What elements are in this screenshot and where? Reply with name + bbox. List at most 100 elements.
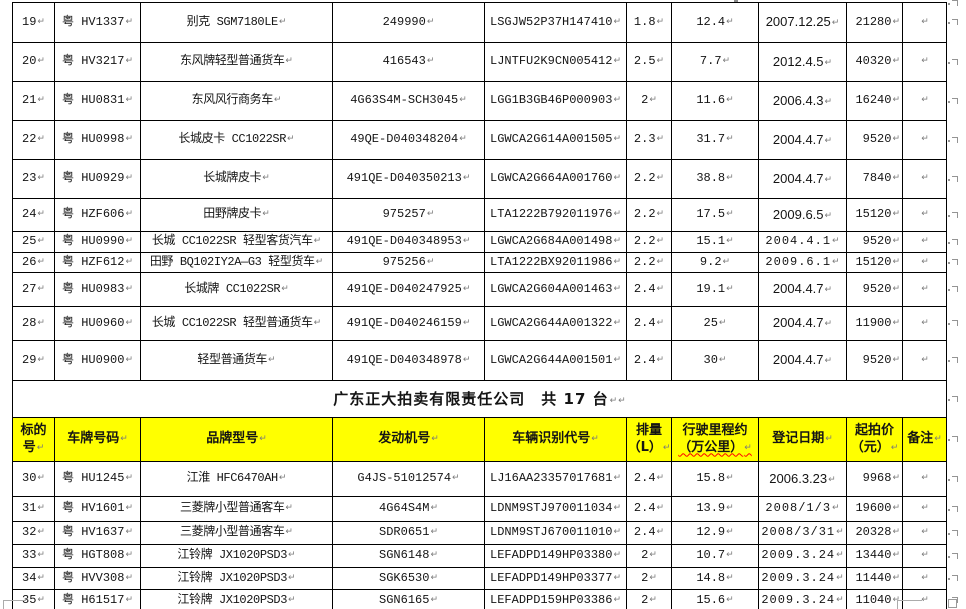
cell-28-plate[interactable]: 粤 HU0960↵ bbox=[54, 306, 141, 341]
cell-22-engine[interactable]: 49QE-D040348204↵ bbox=[332, 120, 485, 160]
cell-20-vin[interactable]: LJNTFU2K9CN005412↵ bbox=[484, 42, 627, 82]
cell-26-remark[interactable]: ↵ bbox=[902, 252, 947, 273]
cell-33-date[interactable]: 2009.3.24↵ bbox=[758, 544, 847, 568]
cell-35-price[interactable]: 11040↵ bbox=[846, 589, 903, 609]
cell-32-vin[interactable]: LDNM9STJ670011010↵ bbox=[484, 521, 627, 545]
cell-19-brand[interactable]: 别克 SGM7180LE↵ bbox=[140, 2, 333, 43]
cell-19-no[interactable]: 19↵ bbox=[12, 2, 55, 43]
cell-32-engine[interactable]: SDR0651↵ bbox=[332, 521, 485, 545]
header-cell-vin[interactable]: 车辆识别代号↵ bbox=[484, 417, 627, 462]
cell-25-no[interactable]: 25↵ bbox=[12, 231, 55, 253]
cell-35-disp[interactable]: 2↵ bbox=[626, 589, 672, 609]
cell-33-no[interactable]: 33↵ bbox=[12, 544, 55, 568]
header-cell-disp[interactable]: 排量 （L）↵ bbox=[626, 417, 672, 462]
cell-34-engine[interactable]: SGK6530↵ bbox=[332, 567, 485, 590]
cell-35-date[interactable]: 2009.3.24↵ bbox=[758, 589, 847, 609]
cell-32-price[interactable]: 20328↵ bbox=[846, 521, 903, 545]
cell-21-disp[interactable]: 2↵ bbox=[626, 81, 672, 121]
cell-28-no[interactable]: 28↵ bbox=[12, 306, 55, 341]
cell-34-mileage[interactable]: 14.8↵ bbox=[671, 567, 759, 590]
cell-31-plate[interactable]: 粤 HV1601↵ bbox=[54, 496, 141, 522]
cell-21-brand[interactable]: 东风风行商务车↵ bbox=[140, 81, 333, 121]
cell-27-engine[interactable]: 491QE-D040247925↵ bbox=[332, 272, 485, 307]
header-cell-price[interactable]: 起拍价 （元）↵ bbox=[846, 417, 903, 462]
cell-31-no[interactable]: 31↵ bbox=[12, 496, 55, 522]
cell-32-date[interactable]: 2008/3/31↵ bbox=[758, 521, 847, 545]
header-cell-mileage[interactable]: 行驶里程约 （万公里）↵ bbox=[671, 417, 759, 462]
cell-28-remark[interactable]: ↵ bbox=[902, 306, 947, 341]
cell-24-remark[interactable]: ↵ bbox=[902, 198, 947, 232]
cell-24-plate[interactable]: 粤 HZF606↵ bbox=[54, 198, 141, 232]
cell-20-price[interactable]: 40320↵ bbox=[846, 42, 903, 82]
cell-19-remark[interactable]: ↵ bbox=[902, 2, 947, 43]
cell-25-remark[interactable]: ↵ bbox=[902, 231, 947, 253]
cell-20-plate[interactable]: 粤 HV3217↵ bbox=[54, 42, 141, 82]
cell-23-mileage[interactable]: 38.8↵ bbox=[671, 159, 759, 199]
cell-26-brand[interactable]: 田野 BQ102IY2A—G3 轻型货车↵ bbox=[140, 252, 333, 273]
cell-24-date[interactable]: 2009.6.5↵ bbox=[758, 198, 847, 232]
cell-21-price[interactable]: 16240↵ bbox=[846, 81, 903, 121]
cell-35-engine[interactable]: SGN6165↵ bbox=[332, 589, 485, 609]
cell-21-remark[interactable]: ↵ bbox=[902, 81, 947, 121]
cell-28-brand[interactable]: 长城 CC1022SR 轻型普通货车↵ bbox=[140, 306, 333, 341]
cell-35-mileage[interactable]: 15.6↵ bbox=[671, 589, 759, 609]
cell-34-disp[interactable]: 2↵ bbox=[626, 567, 672, 590]
cell-23-disp[interactable]: 2.2↵ bbox=[626, 159, 672, 199]
cell-19-plate[interactable]: 粤 HV1337↵ bbox=[54, 2, 141, 43]
cell-22-brand[interactable]: 长城皮卡 CC1022SR↵ bbox=[140, 120, 333, 160]
cell-20-date[interactable]: 2012.4.5↵ bbox=[758, 42, 847, 82]
cell-26-no[interactable]: 26↵ bbox=[12, 252, 55, 273]
cell-28-disp[interactable]: 2.4↵ bbox=[626, 306, 672, 341]
cell-22-vin[interactable]: LGWCA2G614A001505↵ bbox=[484, 120, 627, 160]
cell-31-mileage[interactable]: 13.9↵ bbox=[671, 496, 759, 522]
cell-23-no[interactable]: 23↵ bbox=[12, 159, 55, 199]
cell-20-brand[interactable]: 东风牌轻型普通货车↵ bbox=[140, 42, 333, 82]
cell-22-plate[interactable]: 粤 HU0998↵ bbox=[54, 120, 141, 160]
cell-34-date[interactable]: 2009.3.24↵ bbox=[758, 567, 847, 590]
cell-24-price[interactable]: 15120↵ bbox=[846, 198, 903, 232]
cell-26-engine[interactable]: 975256↵ bbox=[332, 252, 485, 273]
header-cell-engine[interactable]: 发动机号↵ bbox=[332, 417, 485, 462]
cell-22-disp[interactable]: 2.3↵ bbox=[626, 120, 672, 160]
cell-27-price[interactable]: 9520↵ bbox=[846, 272, 903, 307]
cell-31-disp[interactable]: 2.4↵ bbox=[626, 496, 672, 522]
cell-26-mileage[interactable]: 9.2↵ bbox=[671, 252, 759, 273]
cell-23-plate[interactable]: 粤 HU0929↵ bbox=[54, 159, 141, 199]
cell-33-engine[interactable]: SGN6148↵ bbox=[332, 544, 485, 568]
cell-30-plate[interactable]: 粤 HU1245↵ bbox=[54, 461, 141, 497]
cell-29-no[interactable]: 29↵ bbox=[12, 340, 55, 381]
cell-33-plate[interactable]: 粤 HGT808↵ bbox=[54, 544, 141, 568]
cell-20-disp[interactable]: 2.5↵ bbox=[626, 42, 672, 82]
header-cell-plate[interactable]: 车牌号码↵ bbox=[54, 417, 141, 462]
cell-26-disp[interactable]: 2.2↵ bbox=[626, 252, 672, 273]
cell-33-vin[interactable]: LEFADPD149HP03380↵ bbox=[484, 544, 627, 568]
cell-32-disp[interactable]: 2.4↵ bbox=[626, 521, 672, 545]
cell-25-plate[interactable]: 粤 HU0990↵ bbox=[54, 231, 141, 253]
cell-23-remark[interactable]: ↵ bbox=[902, 159, 947, 199]
cell-25-price[interactable]: 9520↵ bbox=[846, 231, 903, 253]
cell-26-plate[interactable]: 粤 HZF612↵ bbox=[54, 252, 141, 273]
cell-20-mileage[interactable]: 7.7↵ bbox=[671, 42, 759, 82]
cell-27-disp[interactable]: 2.4↵ bbox=[626, 272, 672, 307]
cell-22-date[interactable]: 2004.4.7↵ bbox=[758, 120, 847, 160]
cell-22-mileage[interactable]: 31.7↵ bbox=[671, 120, 759, 160]
cell-28-date[interactable]: 2004.4.7↵ bbox=[758, 306, 847, 341]
cell-34-vin[interactable]: LEFADPD149HP03377↵ bbox=[484, 567, 627, 590]
cell-21-no[interactable]: 21↵ bbox=[12, 81, 55, 121]
cell-31-date[interactable]: 2008/1/3↵ bbox=[758, 496, 847, 522]
cell-19-vin[interactable]: LSGJW52P37H147410↵ bbox=[484, 2, 627, 43]
cell-20-engine[interactable]: 416543↵ bbox=[332, 42, 485, 82]
cell-34-brand[interactable]: 江铃牌 JX1020PSD3↵ bbox=[140, 567, 333, 590]
cell-27-brand[interactable]: 长城牌 CC1022SR↵ bbox=[140, 272, 333, 307]
cell-21-plate[interactable]: 粤 HU0831↵ bbox=[54, 81, 141, 121]
header-cell-date[interactable]: 登记日期↵ bbox=[758, 417, 847, 462]
cell-30-no[interactable]: 30↵ bbox=[12, 461, 55, 497]
cell-29-disp[interactable]: 2.4↵ bbox=[626, 340, 672, 381]
cell-30-date[interactable]: 2006.3.23↵ bbox=[758, 461, 847, 497]
cell-33-mileage[interactable]: 10.7↵ bbox=[671, 544, 759, 568]
cell-23-date[interactable]: 2004.4.7↵ bbox=[758, 159, 847, 199]
cell-35-plate[interactable]: 粤 H61517↵ bbox=[54, 589, 141, 609]
cell-22-remark[interactable]: ↵ bbox=[902, 120, 947, 160]
cell-31-engine[interactable]: 4G64S4M↵ bbox=[332, 496, 485, 522]
cell-28-vin[interactable]: LGWCA2G644A001322↵ bbox=[484, 306, 627, 341]
